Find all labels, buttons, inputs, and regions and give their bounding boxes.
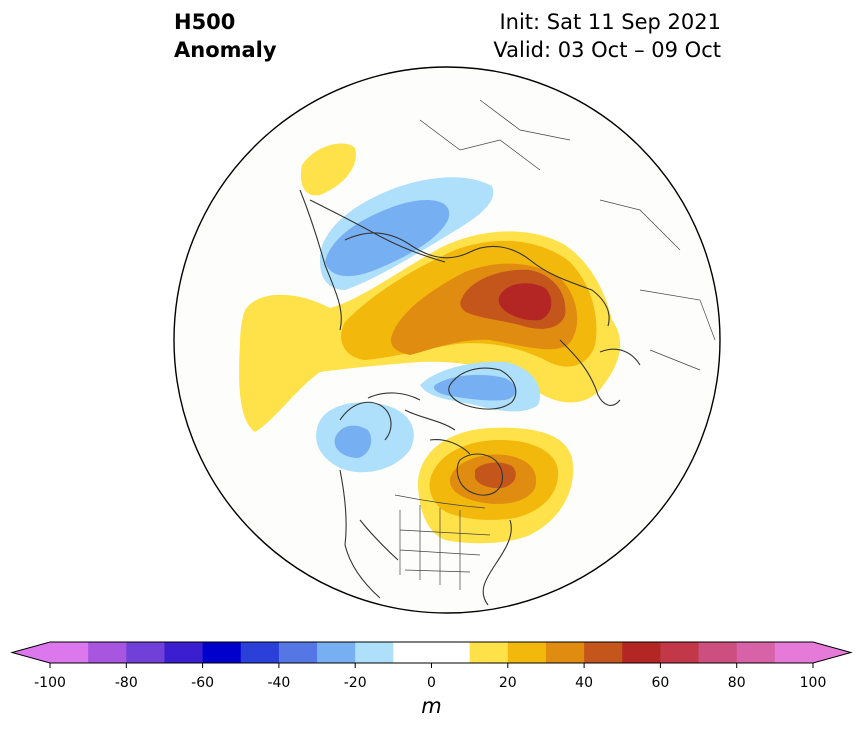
border-usa-canada: [394, 494, 486, 509]
polar-map: [173, 66, 721, 614]
colorbar-bin: [393, 642, 433, 663]
coastline-canada-arctic: [367, 392, 471, 455]
colorbar-bin: [545, 642, 585, 663]
negative-anomaly-gulf-alaska-core: [334, 425, 372, 458]
colorbar-tick-label: 0: [427, 675, 436, 691]
coastline-alaska: [339, 401, 392, 546]
colorbar-bin: [88, 642, 127, 663]
positive-anomaly-north-america-40: [475, 462, 516, 489]
positive-anomaly-eurasia-50: [498, 283, 552, 321]
colorbar-tick-label: 60: [651, 675, 669, 691]
valid-range-label: Valid: 03 Oct – 09 Oct: [493, 38, 721, 62]
negative-anomaly-siberia-core: [325, 200, 450, 277]
colorbar-tick-label: -80: [115, 675, 138, 691]
colorbar-tick-label: 40: [575, 675, 593, 691]
init-date-label: Init: Sat 11 Sep 2021: [499, 10, 721, 34]
colorbar-bin: [317, 642, 356, 663]
coastline-greenland: [448, 367, 517, 410]
colorbar-tick-label: 100: [800, 675, 827, 691]
colorbar-bin: [355, 642, 394, 663]
colorbar-tick-label: 80: [728, 675, 746, 691]
positive-anomaly-alaska: [300, 143, 356, 196]
colorbar-ticks: -100 -80 -60 -40 -20 0 20 40 60 80 100: [34, 663, 826, 691]
title-right: Init: Sat 11 Sep 2021 Valid: 03 Oct – 09…: [493, 8, 721, 64]
colorbar-tick-label: 20: [499, 675, 517, 691]
political-borders: [394, 99, 716, 590]
colorbar-bin: [660, 642, 700, 663]
colorbar-bin: [240, 642, 280, 663]
colorbar-under-arrow: [12, 642, 50, 663]
colorbar-bin: [774, 642, 814, 663]
coastline-north-america-east: [482, 519, 512, 606]
colorbar-unit-label: m: [421, 694, 442, 718]
colorbar-bin: [622, 642, 661, 663]
colorbar-bin: [736, 642, 776, 663]
variable-subtitle: Anomaly: [174, 38, 277, 62]
colorbar-bin: [698, 642, 738, 663]
coastline-north-america-west: [344, 519, 399, 599]
map-boundary: [173, 66, 721, 614]
map-disc: [174, 67, 720, 613]
coastline-siberia-east: [299, 189, 446, 331]
colorbar-tick-label: -100: [34, 675, 66, 691]
colorbar-bin: [164, 642, 204, 663]
colorbar-tick-label: -60: [191, 675, 214, 691]
colorbar-over-arrow: [813, 642, 851, 663]
coastline-europe: [559, 339, 641, 406]
border-us-states: [399, 505, 491, 590]
colorbar-bin: [50, 642, 89, 663]
colorbar-tick-label: -40: [267, 675, 290, 691]
colorbar-bin: [469, 642, 509, 663]
border-eurasia: [419, 99, 716, 371]
title-left: H500 Anomaly: [174, 8, 277, 64]
anomaly-field: [239, 143, 621, 544]
coastline-eurasia-north: [344, 232, 610, 327]
colorbar-bin: [507, 642, 547, 663]
coastline-hudson-bay: [456, 453, 504, 496]
colorbar-bin: [278, 642, 318, 663]
colorbar-tick-label: -20: [344, 675, 367, 691]
colorbar-bins: [50, 642, 814, 663]
coastlines: [299, 189, 641, 606]
colorbar-bin: [202, 642, 242, 663]
colorbar-bin: [431, 642, 471, 663]
colorbar-bin: [126, 642, 166, 663]
colorbar-bin: [584, 642, 623, 663]
variable-title: H500: [174, 10, 236, 34]
negative-anomaly-arctic-core: [433, 374, 516, 401]
